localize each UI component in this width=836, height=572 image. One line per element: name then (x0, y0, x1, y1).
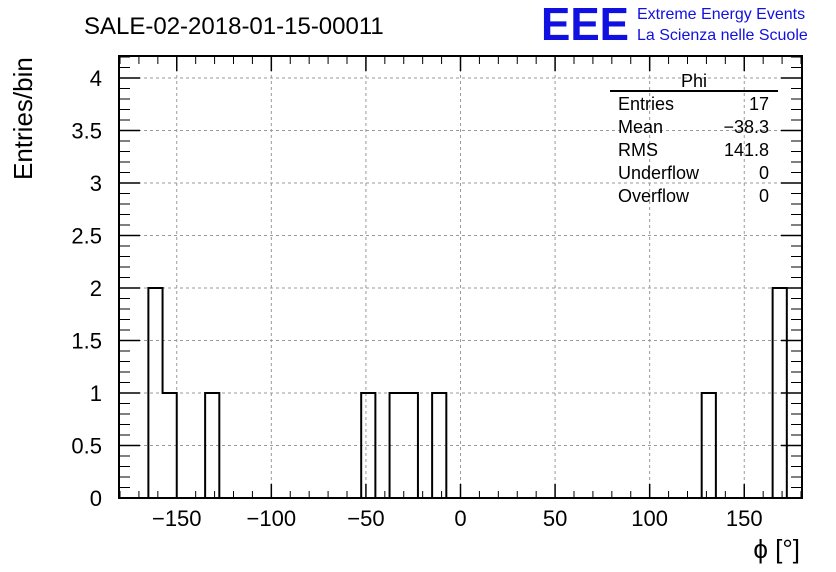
stats-row-label: Mean (618, 117, 663, 137)
y-tick-label: 3.5 (71, 119, 102, 144)
stats-row-label: RMS (618, 140, 658, 160)
grid (120, 57, 801, 498)
y-tick-label: 1.5 (71, 329, 102, 354)
x-axis-label: ϕ [°] (753, 534, 800, 564)
stats-row-value: 0 (759, 186, 769, 206)
y-tick-label: 0 (90, 486, 102, 511)
y-tick-label: 4 (90, 66, 102, 91)
x-tick-label: 100 (631, 506, 668, 531)
eee-logo: EEE Extreme Energy Events La Scienza nel… (541, 0, 808, 50)
stats-title: Phi (681, 71, 707, 91)
x-tick-label: −50 (347, 506, 384, 531)
x-tick-label: −100 (247, 506, 297, 531)
stats-row-value: 141.8 (724, 140, 769, 160)
stats-row-value: 0 (759, 163, 769, 183)
x-tick-label: 50 (543, 506, 567, 531)
y-tick-label: 3 (90, 171, 102, 196)
stats-box: Phi Entries 17 Mean −38.3 RMS 141.8 Underflow 0… (610, 71, 778, 206)
stats-row-label: Underflow (618, 163, 700, 183)
x-tick-label: 0 (454, 506, 466, 531)
chart-title: SALE-02-2018-01-15-00011 (84, 13, 384, 40)
org-line-1: Extreme Energy Events (637, 6, 805, 23)
stats-row-value: 17 (749, 94, 769, 114)
y-axis-label: Entries/bin (8, 57, 38, 180)
x-tick-label: 150 (726, 506, 763, 531)
y-tick-label: 2.5 (71, 224, 102, 249)
org-line-2: La Scienza nelle Scuole (637, 27, 808, 44)
logo-text: EEE (541, 0, 629, 50)
y-axis: 0 0.5 1 1.5 2 2.5 3 3.5 4 (71, 56, 801, 511)
y-tick-label: 1 (90, 381, 102, 406)
stats-row-label: Entries (618, 94, 674, 114)
stats-row-value: −38.3 (723, 117, 769, 137)
stats-row-label: Overflow (618, 186, 690, 206)
histogram-line (120, 287, 801, 499)
y-tick-label: 2 (90, 276, 102, 301)
x-axis: −150 −100 −50 0 50 100 150 (119, 57, 802, 531)
y-tick-label: 0.5 (71, 434, 102, 459)
x-tick-label: −150 (152, 506, 202, 531)
